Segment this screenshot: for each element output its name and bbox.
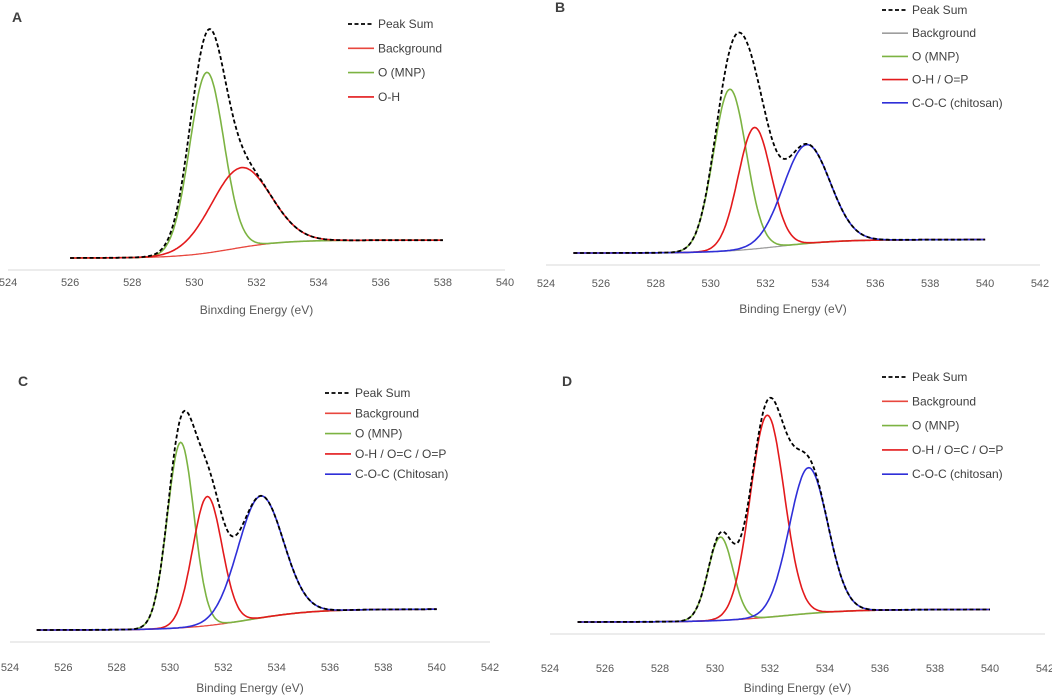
x-tick-label: 534 [267,662,285,674]
x-tick-label: 526 [592,278,610,290]
x-axis-label: Binding Energy (eV) [196,681,303,695]
series-line-o-h-o-p [573,126,986,254]
x-tick-label: 542 [481,662,499,674]
x-axis-label: Binding Energy (eV) [739,302,846,316]
x-axis-label: Binxding Energy (eV) [200,303,313,317]
legend-label: Background [355,406,419,420]
legend-label: O-H / O=P [912,73,968,87]
x-tick-label: 532 [247,277,265,289]
x-tick-label: 534 [816,663,834,675]
x-tick-label: 528 [651,663,669,675]
legend: Peak Sum Background O (MNP) O-H / O=P C-O-C … [882,3,1003,110]
x-tick-label: 542 [1036,663,1052,675]
legend-label: O (MNP) [355,427,402,441]
x-tick-label: 536 [871,663,889,675]
x-tick-label: 542 [1031,278,1049,290]
series-line-o-h [70,166,443,259]
x-tick-label: 526 [54,662,72,674]
panel-b: 524 526 528 530 532 534 536 538 540 542 Binding En… [537,0,1049,316]
series-line-peak-sum [577,396,990,623]
x-tick-label: 540 [976,278,994,290]
x-tick-label: 530 [161,662,179,674]
x-tick-label: 534 [309,277,327,289]
legend-label: Peak Sum [912,3,967,17]
legend-label: Background [378,41,442,55]
panel-label: C [18,373,28,389]
legend-label: Background [912,26,976,40]
legend-label: C-O-C (chitosan) [912,96,1003,110]
x-tick-label: 540 [427,662,445,674]
legend-label: O (MNP) [912,419,959,433]
x-tick-label: 530 [706,663,724,675]
x-tick-label: 536 [372,277,390,289]
x-tick-label: 532 [756,278,774,290]
x-tick-label: 528 [107,662,125,674]
x-tick-label: 536 [321,662,339,674]
legend: Peak Sum Background O (MNP) O-H [348,17,442,104]
x-tick-label: 524 [537,278,555,290]
legend-label: O-H [378,90,400,104]
x-tick-label: 526 [61,277,79,289]
legend: Peak Sum Background O (MNP) O-H / O=C / O=P… [882,370,1003,481]
x-tick-label: 524 [1,662,19,674]
x-tick-label: 536 [866,278,884,290]
x-tick-label: 530 [701,278,719,290]
x-tick-label: 530 [185,277,203,289]
legend-label: Peak Sum [912,370,967,384]
series-line-peak-sum [573,31,986,254]
series-line-o-mnp [573,88,986,254]
legend-label: C-O-C (Chitosan) [355,467,448,481]
x-tick-label: 528 [647,278,665,290]
series-line-background [573,238,986,254]
legend-label: Background [912,394,976,408]
legend-label: Peak Sum [378,17,433,31]
legend-label: O-H / O=C / O=P [912,443,1003,457]
x-tick-label: 524 [0,277,17,289]
x-tick-label: 538 [926,663,944,675]
x-tick-label: 538 [374,662,392,674]
x-tick-label: 538 [921,278,939,290]
series-line-peak-sum [70,28,443,259]
legend-label: O-H / O=C / O=P [355,447,446,461]
legend-label: Peak Sum [355,386,410,400]
legend-label: O (MNP) [912,49,959,63]
panel-label: B [555,0,565,15]
x-tick-label: 526 [596,663,614,675]
panel-c: 524 526 528 530 532 534 536 538 540 542 Binding En… [1,373,499,695]
x-tick-label: 532 [761,663,779,675]
x-tick-label: 540 [496,277,514,289]
panel-label: D [562,373,572,389]
series-line-peak-sum [36,409,437,631]
panel-label: A [12,9,22,25]
x-tick-label: 540 [981,663,999,675]
x-tick-label: 538 [434,277,452,289]
x-tick-label: 524 [541,663,559,675]
x-tick-label: 534 [811,278,829,290]
x-axis-label: Binding Energy (eV) [744,681,851,695]
legend: Peak Sum Background O (MNP) O-H / O=C / O=P… [325,386,448,481]
legend-label: C-O-C (chitosan) [912,467,1003,481]
legend-label: O (MNP) [378,66,425,80]
series-line-background [36,608,437,631]
panel-d: 524 526 528 530 532 534 536 538 540 542 Binding En… [541,370,1052,695]
series-line-c-o-c-chitosan [573,143,986,254]
x-tick-label: 528 [123,277,141,289]
x-tick-label: 532 [214,662,232,674]
panel-a: 524 526 528 530 532 534 536 538 540 Binxding Ener… [0,9,514,317]
